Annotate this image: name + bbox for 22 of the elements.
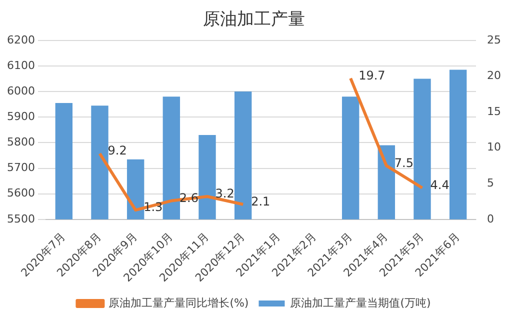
y2-tick-label: 25 bbox=[487, 33, 502, 46]
y2-tick-label: 0 bbox=[487, 212, 494, 226]
y2-tick-label: 20 bbox=[487, 69, 502, 82]
data-label: 2.1 bbox=[251, 194, 270, 209]
y-tick-label: 5800 bbox=[6, 136, 35, 149]
y-tick-label: 6000 bbox=[6, 84, 35, 98]
chart-title: 原油加工产量 bbox=[203, 10, 305, 30]
y2-tick-label: 5 bbox=[487, 176, 494, 190]
y-tick-label: 6200 bbox=[6, 33, 35, 46]
y-tick-label: 5700 bbox=[6, 161, 35, 174]
y-tick-label: 5500 bbox=[6, 212, 35, 226]
legend-label: 原油加工量产量同比增长(%) bbox=[108, 296, 249, 310]
data-label: 7.5 bbox=[394, 156, 414, 170]
data-label: 9.2 bbox=[108, 144, 127, 158]
legend-label: 原油加工量产量当期值(万吨) bbox=[290, 296, 431, 310]
data-label: 3.2 bbox=[215, 186, 234, 201]
y2-tick-label: 10 bbox=[487, 140, 502, 154]
y-tick-label: 5600 bbox=[6, 186, 35, 200]
y-tick-label: 6100 bbox=[6, 58, 35, 72]
y-tick-label: 5900 bbox=[6, 110, 35, 123]
y2-tick-label: 15 bbox=[487, 104, 502, 118]
data-label: 19.7 bbox=[358, 68, 386, 82]
